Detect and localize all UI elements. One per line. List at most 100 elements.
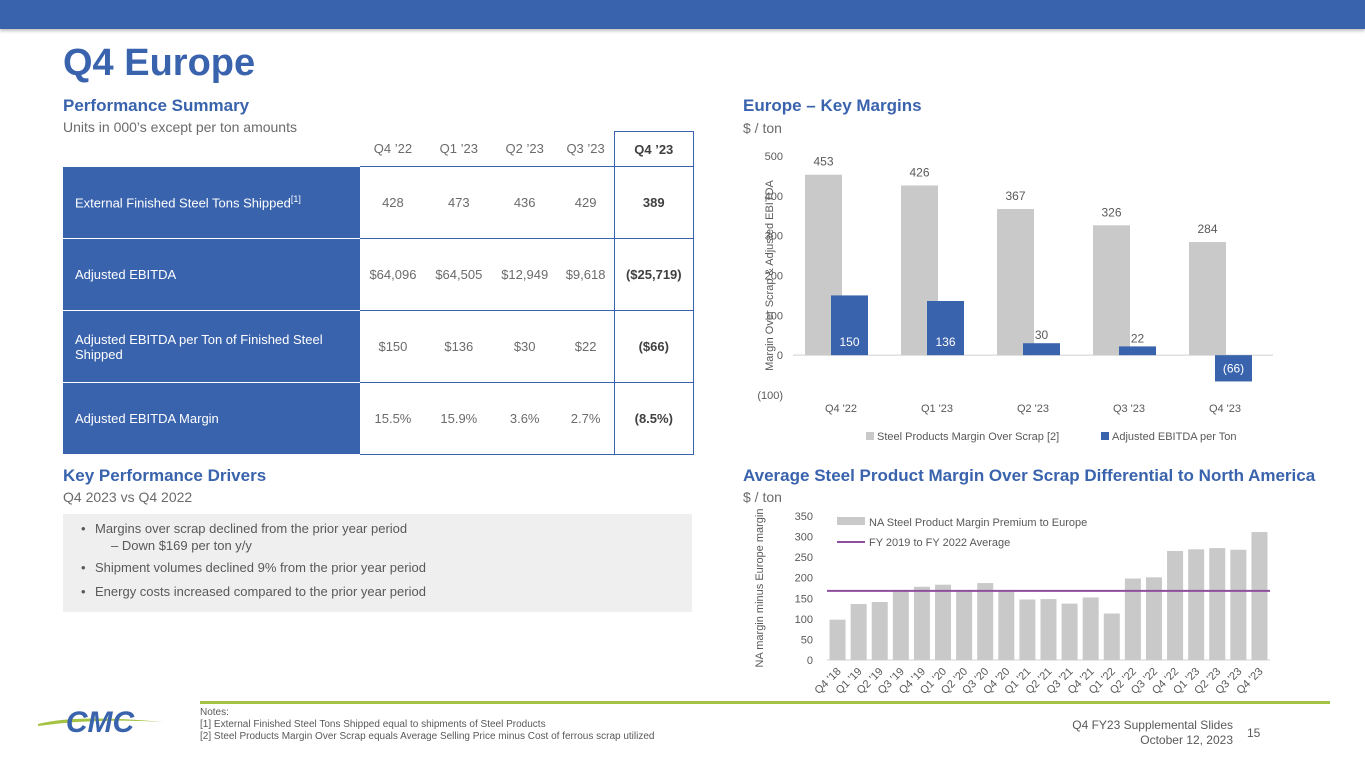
premium-bar	[1209, 548, 1226, 660]
margins-subtitle: $ / ton	[743, 120, 782, 136]
footer-title: Q4 FY23 Supplemental Slides	[1072, 718, 1233, 732]
footer-divider	[200, 701, 1330, 704]
drivers-box: Margins over scrap declined from the pri…	[63, 514, 692, 612]
premium-bar	[1082, 597, 1099, 660]
table-header-cell: Q3 ’23	[557, 131, 615, 167]
premium-bar	[1040, 599, 1057, 660]
y-tick-label: (100)	[757, 390, 783, 402]
legend-swatch-premium	[837, 517, 865, 525]
margin-bar-label: 367	[1005, 189, 1025, 203]
table-row: Adjusted EBITDA per Ton of Finished Stee…	[63, 310, 695, 383]
margin-bar-label: 453	[813, 155, 833, 169]
differential-title: Average Steel Product Margin Over Scrap …	[743, 466, 1316, 485]
notes-heading: Notes:	[200, 707, 229, 718]
logo-swoosh	[38, 718, 164, 726]
table-header-row: Q4 ’22 Q1 ’23 Q2 ’23 Q3 ’23 Q4 ’23	[63, 131, 695, 167]
premium-bar	[850, 604, 867, 660]
table-cell: $150	[360, 310, 426, 383]
y-tick-label: 50	[801, 634, 813, 646]
driver-bullet: Energy costs increased compared to the p…	[81, 583, 674, 601]
table-cell-current: ($25,719)	[613, 238, 695, 311]
y-tick-label: 0	[777, 350, 783, 362]
legend-swatch-margin	[866, 432, 874, 440]
y-tick-label: 100	[795, 614, 813, 626]
row-label: External Finished Steel Tons Shipped[1]	[63, 166, 360, 239]
x-tick-label: Q3 '23	[1113, 403, 1145, 415]
footer-info: Q4 FY23 Supplemental Slides October 12, …	[1072, 718, 1233, 748]
premium-bar	[998, 590, 1015, 660]
ebitda-bar	[831, 295, 868, 356]
legend-swatch-ebitda	[1101, 432, 1109, 440]
note-1: [1] External Finished Steel Tons Shipped…	[200, 719, 546, 730]
page-title: Q4 Europe	[63, 42, 256, 84]
table-cell: $12,949	[491, 238, 558, 311]
y-axis-label: Margin Over Scrap & Adjusted EBITDA	[764, 179, 776, 370]
premium-bar	[1124, 578, 1141, 660]
y-tick-label: 150	[795, 593, 813, 605]
ebitda-bar-label: (66)	[1223, 361, 1244, 375]
table-cell: 15.5%	[360, 382, 426, 455]
premium-bar	[913, 586, 930, 660]
premium-bar	[977, 583, 994, 660]
y-tick-label: 400	[765, 191, 783, 203]
legend-label-ebitda: Adjusted EBITDA per Ton	[1112, 431, 1237, 443]
premium-bar	[1188, 549, 1205, 660]
premium-bar	[1103, 613, 1120, 660]
table-cell: 473	[425, 166, 492, 239]
row-label: Adjusted EBITDA per Ton of Finished Stee…	[63, 310, 360, 383]
table-cell-current: ($66)	[613, 310, 695, 383]
legend-label-average: FY 2019 to FY 2022 Average	[869, 537, 1010, 549]
premium-bar	[871, 601, 888, 660]
premium-bar	[1167, 550, 1184, 660]
table-cell: $64,096	[360, 238, 426, 311]
premium-bar	[892, 590, 909, 660]
ebitda-bar-label: 136	[935, 335, 955, 349]
row-label: Adjusted EBITDA Margin	[63, 382, 360, 455]
margin-bar-label: 284	[1197, 222, 1217, 236]
table-cell: $136	[425, 310, 492, 383]
y-tick-label: 200	[795, 573, 813, 585]
ebitda-bar	[927, 300, 964, 356]
ebitda-bar-label: 22	[1131, 331, 1145, 345]
margin-bar	[1189, 242, 1226, 356]
table-row: External Finished Steel Tons Shipped[1] …	[63, 166, 695, 239]
x-tick-label: Q4 '23	[1209, 403, 1241, 415]
drivers-subtitle: Q4 2023 vs Q4 2022	[63, 489, 193, 505]
table-cell: 15.9%	[425, 382, 492, 455]
drivers-title: Key Performance Drivers	[63, 466, 267, 485]
performance-subtitle: Units in 000’s except per ton amounts	[63, 119, 297, 135]
table-cell: $30	[491, 310, 558, 383]
ebitda-bar-label: 30	[1035, 328, 1049, 342]
table-cell: 3.6%	[491, 382, 558, 455]
table-header-cell: Q2 ’23	[491, 131, 558, 167]
margin-bar	[1093, 225, 1130, 356]
ebitda-bar	[1215, 355, 1252, 382]
note-2: [2] Steel Products Margin Over Scrap equ…	[200, 731, 655, 742]
ebitda-bar	[1119, 346, 1156, 356]
y-tick-label: 300	[765, 231, 783, 243]
ebitda-bar	[1023, 343, 1060, 356]
y-tick-label: 200	[765, 271, 783, 283]
table-header-cell: Q1 ’23	[425, 131, 492, 167]
premium-bar	[935, 584, 952, 660]
table-header-cell-current: Q4 ’23	[613, 131, 695, 167]
table-header-blank	[63, 132, 360, 167]
table-row: Adjusted EBITDA Margin 15.5% 15.9% 3.6% …	[63, 382, 695, 455]
performance-title: Performance Summary	[63, 96, 250, 115]
table-cell: 2.7%	[557, 382, 615, 455]
driver-bullet: Margins over scrap declined from the pri…	[81, 520, 674, 538]
differential-subtitle: $ / ton	[743, 489, 782, 505]
margin-bar-label: 326	[1101, 205, 1121, 219]
top-bar	[0, 0, 1365, 29]
table-cell: $64,505	[425, 238, 492, 311]
margin-bar	[997, 208, 1034, 356]
legend-label-premium: NA Steel Product Margin Premium to Europ…	[869, 517, 1087, 529]
legend-label-margin: Steel Products Margin Over Scrap [2]	[877, 431, 1059, 443]
table-cell: 429	[557, 166, 615, 239]
y-tick-label: 350	[795, 511, 813, 523]
table-header-cell: Q4 ’22	[360, 131, 426, 167]
premium-bar	[1019, 599, 1036, 660]
table-cell-current: (8.5%)	[613, 382, 695, 455]
premium-bar	[956, 590, 973, 660]
